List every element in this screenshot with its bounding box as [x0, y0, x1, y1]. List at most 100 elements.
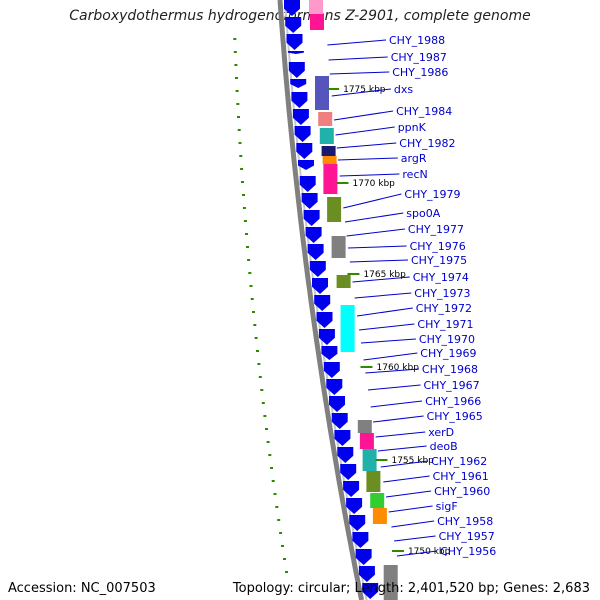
cds-arrow: [290, 79, 307, 88]
cds-arrow: [305, 227, 322, 243]
cog-block: [336, 275, 351, 288]
label-leader: [328, 56, 388, 61]
gene-label: spo0A: [406, 207, 440, 220]
gc-skew-mark: [261, 402, 265, 404]
gc-skew-mark: [239, 155, 243, 157]
cds-arrow: [299, 176, 316, 192]
gc-skew-mark: [275, 506, 279, 508]
cog-block: [362, 449, 377, 471]
cds-arrow: [303, 210, 320, 226]
label-leader: [331, 88, 391, 97]
cds-arrow: [298, 160, 314, 170]
label-leader: [333, 110, 394, 121]
gc-skew-mark: [242, 207, 246, 209]
gene-label: CHY_1971: [417, 318, 473, 331]
label-leader: [354, 292, 412, 299]
gc-skew-mark: [256, 350, 259, 352]
cog-block: [372, 508, 387, 524]
gc-skew-mark: [235, 77, 238, 79]
cds-track: [284, 0, 379, 599]
cog-block: [366, 471, 381, 492]
cds-arrow: [307, 244, 324, 260]
gc-skew-mark: [247, 259, 251, 261]
label-leader: [352, 276, 410, 283]
label-leader: [357, 307, 413, 317]
gene-label: CHY_1974: [413, 271, 469, 284]
gc-skew-mark: [235, 90, 239, 92]
cog-block: [370, 493, 385, 508]
gc-skew-mark: [250, 298, 254, 300]
label-leader: [329, 71, 390, 75]
gc-skew-mark: [233, 38, 237, 40]
label-leader: [388, 505, 433, 513]
cds-arrow: [346, 498, 363, 514]
cds-arrow: [352, 532, 369, 548]
gc-skew-mark: [263, 415, 267, 417]
gc-skew-mark: [260, 389, 264, 391]
label-leader: [336, 142, 397, 149]
gc-skew-mark: [273, 493, 277, 495]
gene-label: CHY_1984: [396, 105, 452, 118]
label-leader: [391, 520, 435, 528]
gene-label: CHY_1956: [440, 545, 496, 558]
gene-label: CHY_1972: [416, 302, 472, 315]
gc-skew-mark: [266, 441, 270, 443]
cog-block: [322, 156, 337, 164]
cds-arrow: [337, 447, 354, 463]
gc-skew-mark: [249, 285, 253, 287]
gene-label: CHY_1973: [414, 287, 470, 300]
gene-label: CHY_1962: [431, 455, 487, 468]
cds-arrow: [301, 193, 318, 209]
gene-label: CHY_1965: [427, 410, 483, 423]
cds-arrow: [358, 566, 375, 582]
accession-text: Accession: NC_007503: [8, 581, 156, 596]
gc-skew-mark: [246, 246, 249, 248]
gene-label: CHY_1976: [410, 240, 466, 253]
gene-label: CHY_1966: [425, 395, 481, 408]
gc-skew-mark: [252, 311, 255, 313]
cds-arrow: [314, 295, 331, 311]
label-leader: [344, 212, 404, 223]
gc-skew-mark: [281, 545, 284, 547]
gc-skew-mark: [265, 428, 268, 430]
cds-arrow: [340, 464, 357, 480]
gc-skew-mark: [258, 376, 262, 378]
label-leader: [349, 259, 409, 263]
gene-label: CHY_1958: [437, 515, 493, 528]
label-leader: [337, 157, 398, 161]
cds-arrow: [355, 549, 372, 565]
label-leader: [327, 39, 387, 46]
label-leader: [370, 400, 423, 408]
cog-block: [319, 128, 334, 144]
gc-skew-mark: [233, 51, 237, 53]
label-leader: [383, 475, 430, 483]
cds-arrow: [349, 515, 366, 531]
gene-label: recN: [402, 168, 427, 181]
gc-skew-mark: [241, 181, 244, 183]
tick-label: 1760 kbp: [377, 363, 420, 373]
gc-skew-mark: [270, 467, 273, 469]
cds-arrow: [286, 34, 303, 50]
label-leader: [360, 338, 416, 344]
gene-label: CHY_1987: [391, 51, 447, 64]
cds-arrow: [294, 126, 311, 142]
gene-label: argR: [401, 152, 427, 165]
label-leader: [394, 535, 436, 542]
cog-block: [327, 197, 342, 222]
cds-arrow: [323, 362, 340, 378]
label-leader: [365, 368, 419, 374]
cds-arrow: [292, 109, 309, 125]
cds-arrow: [329, 396, 345, 412]
gene-label: dxs: [394, 83, 413, 96]
gene-label: CHY_1970: [419, 333, 475, 346]
gc-skew-mark: [257, 363, 261, 365]
label-leader: [343, 193, 402, 209]
label-leader: [335, 126, 395, 136]
gene-label: CHY_1979: [404, 188, 460, 201]
gene-label: CHY_1975: [411, 254, 467, 267]
cog-track: [309, 0, 398, 600]
label-leader: [377, 445, 427, 452]
label-leader: [385, 490, 432, 498]
gc-skew-track: [233, 38, 288, 573]
cog-block: [357, 420, 372, 433]
